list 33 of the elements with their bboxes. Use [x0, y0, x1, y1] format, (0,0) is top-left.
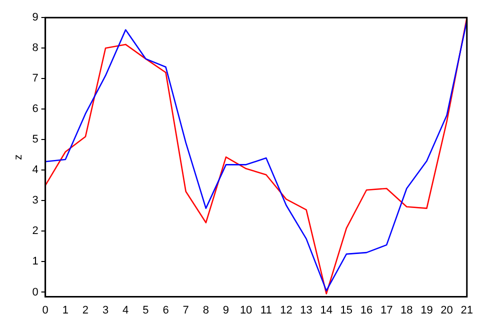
x-tick-label: 7 — [182, 304, 189, 316]
y-tick-label: 8 — [32, 42, 38, 54]
x-tick-label: 8 — [202, 304, 209, 316]
x-tick-label: 17 — [380, 304, 393, 316]
y-tick-label: 6 — [32, 103, 38, 116]
y-tick-label: 2 — [32, 225, 38, 238]
x-tick-label: 21 — [460, 304, 474, 316]
x-tick-label: 4 — [122, 304, 129, 316]
x-tick-label: 9 — [222, 304, 230, 316]
x-tick-label: 14 — [320, 304, 332, 316]
x-tick-label: 19 — [420, 304, 433, 316]
x-tick-label: 18 — [400, 304, 413, 316]
x-tick-label: 16 — [360, 304, 373, 316]
x-tick-label: 13 — [300, 304, 312, 316]
x-tick-label: 6 — [162, 304, 169, 316]
x-tick-label: 15 — [340, 304, 353, 316]
y-axis-title: z — [12, 154, 25, 160]
y-tick-label: 4 — [32, 164, 38, 176]
x-tick-label: 10 — [240, 304, 252, 316]
x-tick-label: 5 — [142, 304, 149, 316]
y-tick-label: 1 — [32, 256, 38, 268]
y-tick-label: 9 — [32, 12, 38, 24]
x-tick-label: 12 — [280, 304, 292, 316]
x-tick-label: 1 — [62, 304, 68, 316]
y-tick-label: 3 — [32, 194, 38, 207]
y-tick-label: 5 — [32, 134, 38, 146]
x-tick-label: 2 — [82, 304, 89, 316]
y-tick-label: 7 — [32, 72, 38, 85]
y-tick-label: 0 — [32, 286, 38, 298]
x-tick-label: 11 — [260, 304, 272, 316]
x-tick-label: 3 — [102, 304, 109, 316]
x-tick-label: 0 — [42, 304, 48, 316]
x-tick-label: 20 — [440, 304, 453, 316]
